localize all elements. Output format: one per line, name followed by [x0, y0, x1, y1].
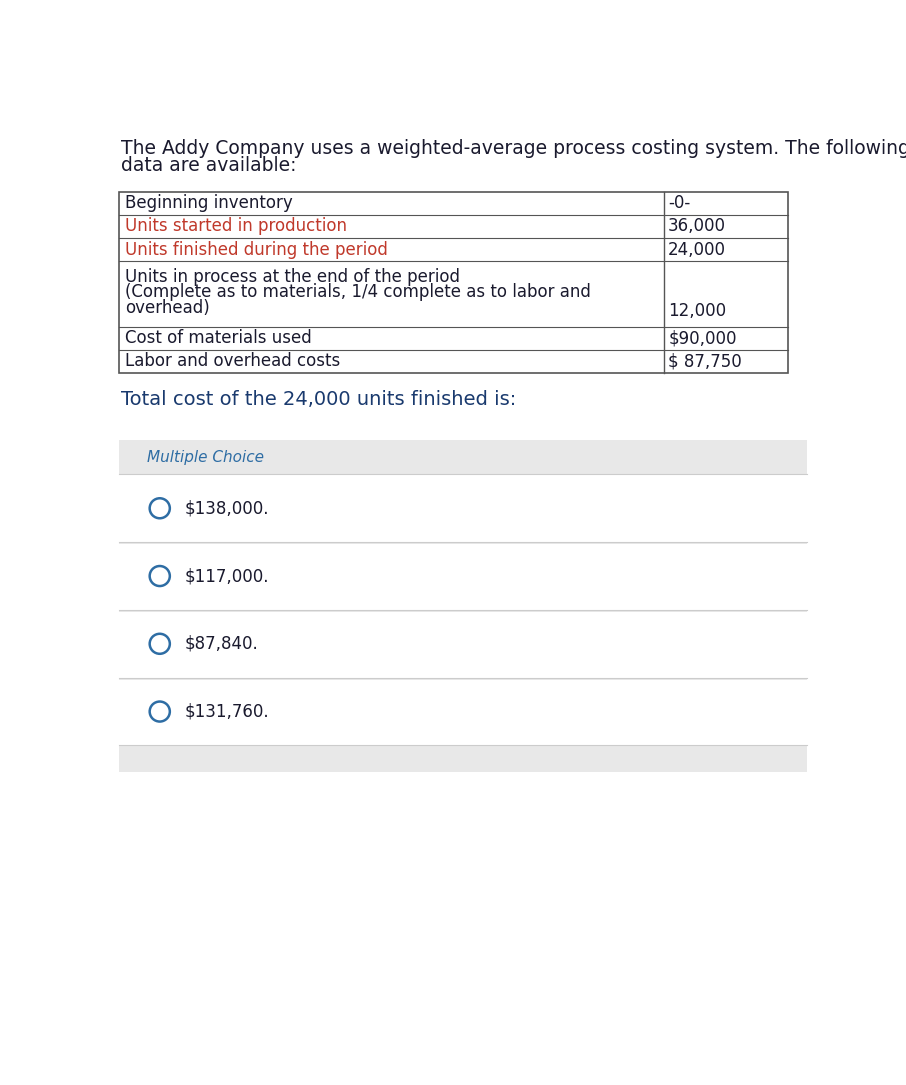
- Text: data are available:: data are available:: [121, 156, 296, 176]
- Text: -0-: -0-: [668, 194, 690, 213]
- Text: $138,000.: $138,000.: [185, 499, 269, 518]
- Text: overhead): overhead): [125, 298, 209, 317]
- Bar: [120, 610, 807, 612]
- Text: 12,000: 12,000: [668, 303, 727, 320]
- Bar: [120, 542, 807, 545]
- Text: Units finished during the period: Units finished during the period: [125, 241, 388, 258]
- Text: $90,000: $90,000: [668, 329, 737, 347]
- Text: $131,760.: $131,760.: [185, 703, 269, 720]
- Text: Multiple Choice: Multiple Choice: [147, 449, 264, 464]
- Text: Cost of materials used: Cost of materials used: [125, 329, 312, 347]
- Bar: [120, 474, 807, 542]
- Circle shape: [149, 702, 169, 722]
- Text: Units started in production: Units started in production: [125, 217, 347, 235]
- Bar: [120, 192, 787, 373]
- Circle shape: [149, 498, 169, 519]
- Text: $ 87,750: $ 87,750: [668, 353, 742, 370]
- Text: 24,000: 24,000: [668, 241, 726, 258]
- Text: The Addy Company uses a weighted-average process costing system. The following: The Addy Company uses a weighted-average…: [121, 140, 906, 158]
- Bar: [120, 439, 807, 474]
- Text: $117,000.: $117,000.: [185, 567, 269, 585]
- Text: Labor and overhead costs: Labor and overhead costs: [125, 353, 340, 370]
- Text: (Complete as to materials, 1/4 complete as to labor and: (Complete as to materials, 1/4 complete …: [125, 283, 591, 302]
- Bar: [120, 610, 807, 678]
- Circle shape: [149, 634, 169, 654]
- Text: Total cost of the 24,000 units finished is:: Total cost of the 24,000 units finished …: [121, 390, 516, 409]
- Circle shape: [149, 566, 169, 586]
- Bar: [120, 678, 807, 680]
- Bar: [120, 542, 807, 610]
- Text: Beginning inventory: Beginning inventory: [125, 194, 293, 213]
- Text: $87,840.: $87,840.: [185, 635, 258, 653]
- Text: Units in process at the end of the period: Units in process at the end of the perio…: [125, 268, 460, 285]
- Text: 36,000: 36,000: [668, 217, 726, 235]
- Bar: [120, 678, 807, 745]
- Bar: [120, 745, 807, 773]
